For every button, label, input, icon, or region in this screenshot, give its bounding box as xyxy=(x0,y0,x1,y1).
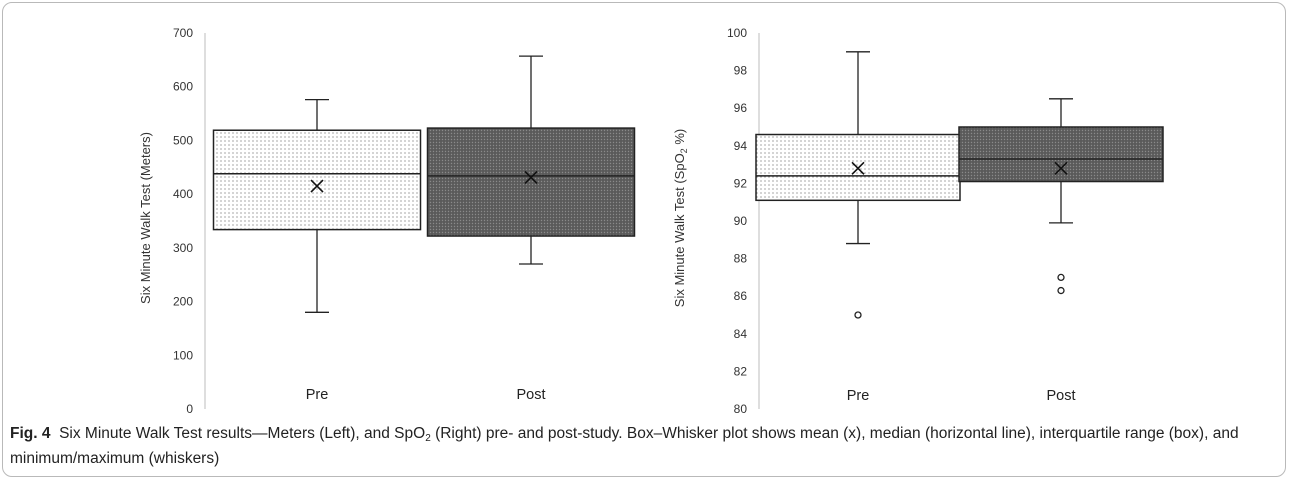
box-iqr xyxy=(426,127,636,237)
mean-marker xyxy=(310,179,324,193)
y-tick-label: 80 xyxy=(734,402,748,416)
x-category-label: Pre xyxy=(306,387,329,403)
box-iqr xyxy=(212,129,422,231)
outlier-point xyxy=(854,311,862,319)
chart-meters: 0 100 200 300 400 500 600 700 Pre Post Six Minute… xyxy=(138,26,636,416)
y-tick-label: 86 xyxy=(734,289,748,303)
y-axis-label: Six Minute Walk Test (SpO2 %) xyxy=(672,129,689,307)
y-tick-label: 0 xyxy=(186,402,193,416)
chart-spo2: 80 82 84 86 88 90 92 94 96 98 100 Pre Post Six Minut… xyxy=(672,26,1164,416)
mean-marker xyxy=(1054,161,1068,175)
x-category-label: Post xyxy=(516,387,545,403)
outlier-point xyxy=(1057,286,1065,295)
x-category-label: Pre xyxy=(847,388,870,404)
y-tick-label: 100 xyxy=(173,348,193,362)
x-category-label: Post xyxy=(1046,388,1075,404)
y-tick-label: 200 xyxy=(173,295,193,309)
y-tick-label: 600 xyxy=(173,80,193,94)
figure-label: Fig. 4 xyxy=(10,425,51,442)
y-tick-label: 400 xyxy=(173,187,193,201)
y-tick-label: 500 xyxy=(173,133,193,147)
caption-text-1: Six Minute Walk Test results—Meters (Lef… xyxy=(50,425,426,442)
y-tick-label: 98 xyxy=(734,64,748,78)
y-axis-label: Six Minute Walk Test (Meters) xyxy=(138,132,153,304)
figure-caption: Fig. 4 Six Minute Walk Test results—Mete… xyxy=(10,422,1280,470)
y-tick-label: 300 xyxy=(173,241,193,255)
outlier-point xyxy=(1057,273,1065,282)
box-iqr xyxy=(958,126,1164,183)
y-tick-label: 90 xyxy=(734,214,748,228)
y-tick-label: 100 xyxy=(727,26,747,40)
mean-marker xyxy=(851,161,865,175)
y-tick-label: 700 xyxy=(173,26,193,40)
caption-subscript: 2 xyxy=(425,433,431,444)
caption-text-2: (Right) pre- and post-study. Box–Whisker… xyxy=(10,425,1239,467)
y-tick-label: 92 xyxy=(734,176,748,190)
y-tick-label: 88 xyxy=(734,252,748,266)
y-tick-label: 96 xyxy=(734,101,748,115)
y-tick-label: 84 xyxy=(734,327,748,341)
mean-marker xyxy=(524,170,538,185)
y-tick-label: 94 xyxy=(734,139,748,153)
y-tick-label: 82 xyxy=(734,364,748,378)
